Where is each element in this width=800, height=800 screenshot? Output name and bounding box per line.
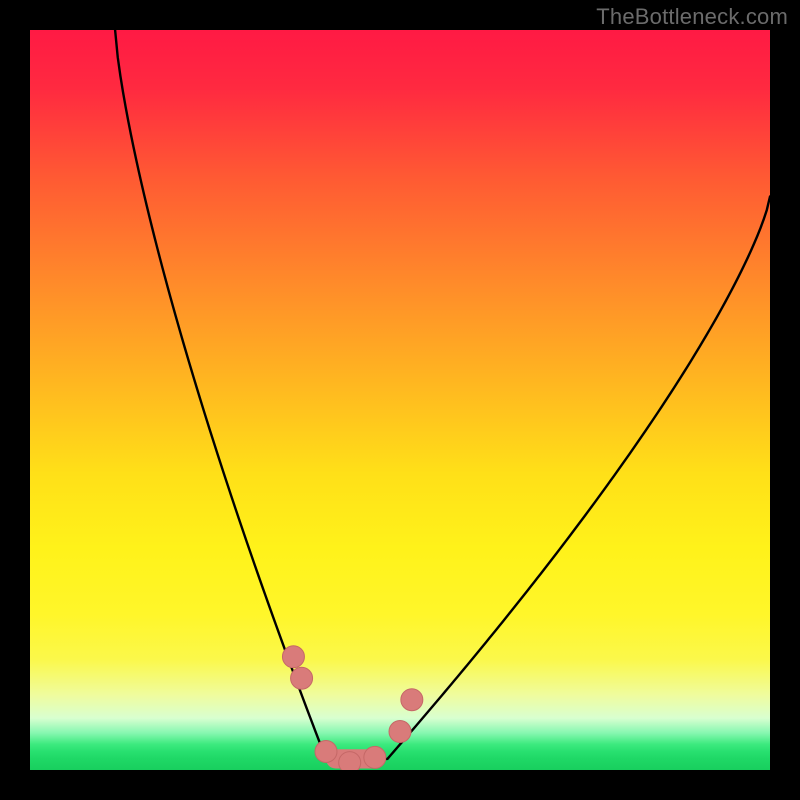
v-curve-chart	[30, 30, 770, 770]
plot-container	[30, 30, 770, 770]
marker-dot	[389, 721, 411, 743]
marker-dot	[401, 689, 423, 711]
gradient-background	[30, 30, 770, 770]
marker-dot	[282, 646, 304, 668]
marker-dot	[364, 746, 386, 768]
watermark-text: TheBottleneck.com	[596, 4, 788, 30]
marker-dot	[339, 752, 361, 770]
marker-dot	[315, 741, 337, 763]
chart-root: TheBottleneck.com	[0, 0, 800, 800]
marker-dot	[291, 667, 313, 689]
